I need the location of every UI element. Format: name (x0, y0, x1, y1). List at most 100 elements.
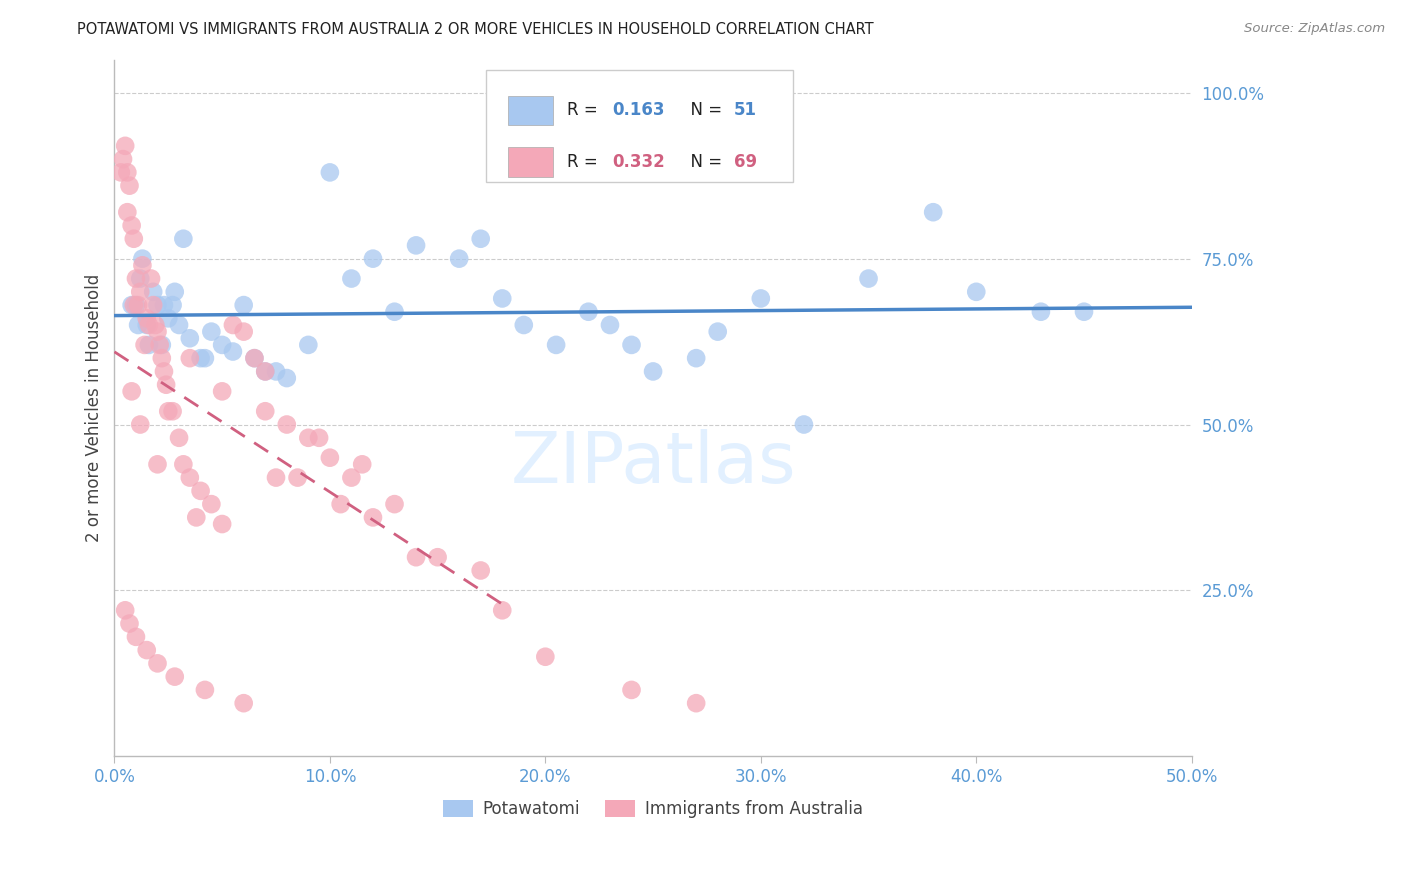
Point (361, 510, 384, 524)
Legend: Potawatomi, Immigrants from Australia: Potawatomi, Immigrants from Australia (436, 793, 870, 824)
Point (222, 344, 245, 359)
Point (685, 351, 707, 366)
Point (194, 351, 217, 366)
Point (361, 252, 384, 266)
Text: 51: 51 (734, 102, 756, 120)
Point (254, 404, 277, 418)
Point (470, 232, 492, 246)
Text: N =: N = (681, 153, 727, 171)
Point (297, 338, 319, 352)
Text: POTAWATOMI VS IMMIGRANTS FROM AUSTRALIA 2 OR MORE VEHICLES IN HOUSEHOLD CORRELAT: POTAWATOMI VS IMMIGRANTS FROM AUSTRALIA … (77, 22, 875, 37)
Point (143, 318, 166, 332)
Point (114, 603, 136, 617)
Point (190, 351, 212, 366)
Point (122, 232, 145, 246)
Point (121, 298, 143, 312)
Point (200, 497, 222, 511)
Point (179, 331, 201, 345)
Point (340, 271, 363, 285)
Point (127, 298, 149, 312)
Point (125, 271, 148, 285)
Point (172, 458, 194, 472)
Text: Source: ZipAtlas.com: Source: ZipAtlas.com (1244, 22, 1385, 36)
Point (110, 165, 132, 179)
Point (297, 431, 319, 445)
Point (121, 384, 143, 399)
Point (232, 298, 254, 312)
Point (135, 643, 157, 657)
Point (211, 338, 233, 352)
FancyBboxPatch shape (486, 70, 793, 181)
Point (153, 364, 176, 378)
Point (858, 271, 880, 285)
Point (449, 252, 471, 266)
Point (470, 564, 492, 578)
Point (384, 304, 406, 318)
Point (749, 292, 772, 306)
Point (319, 165, 342, 179)
Point (167, 318, 190, 332)
Point (308, 431, 330, 445)
Point (162, 404, 184, 418)
Point (127, 318, 149, 332)
Point (129, 271, 152, 285)
Text: R =: R = (567, 153, 603, 171)
Text: R =: R = (567, 102, 603, 120)
Point (254, 364, 277, 378)
Point (491, 603, 513, 617)
Point (1029, 304, 1052, 318)
Point (426, 550, 449, 565)
Point (287, 470, 309, 484)
Point (264, 470, 287, 484)
Point (153, 298, 176, 312)
Point (163, 670, 186, 684)
Text: 69: 69 (734, 153, 756, 171)
Point (162, 298, 184, 312)
Point (491, 292, 513, 306)
Text: 0.332: 0.332 (612, 153, 665, 171)
Point (243, 351, 266, 366)
Point (142, 285, 165, 299)
FancyBboxPatch shape (508, 95, 553, 125)
Point (129, 417, 152, 432)
Point (114, 139, 136, 153)
Point (172, 232, 194, 246)
Point (131, 252, 153, 266)
Point (384, 497, 406, 511)
Point (157, 404, 180, 418)
Point (150, 338, 173, 352)
Point (276, 371, 298, 385)
Point (352, 458, 374, 472)
Point (146, 458, 169, 472)
Point (146, 325, 169, 339)
Point (513, 318, 536, 332)
Point (620, 682, 643, 697)
Point (319, 450, 342, 465)
Point (146, 298, 169, 312)
Point (138, 318, 160, 332)
Point (232, 696, 254, 710)
Point (163, 285, 186, 299)
Point (340, 470, 363, 484)
Point (117, 205, 139, 219)
Point (149, 338, 172, 352)
Point (190, 483, 212, 498)
Point (179, 351, 201, 366)
Point (157, 311, 180, 326)
FancyBboxPatch shape (508, 147, 553, 177)
Point (1073, 304, 1095, 318)
Point (329, 497, 352, 511)
Point (405, 550, 427, 565)
Point (118, 616, 141, 631)
Point (546, 338, 568, 352)
Text: N =: N = (681, 102, 727, 120)
Point (620, 338, 643, 352)
Point (243, 351, 266, 366)
Point (186, 510, 208, 524)
Point (138, 338, 160, 352)
Point (194, 682, 217, 697)
Point (167, 431, 190, 445)
Point (200, 325, 222, 339)
Point (135, 318, 157, 332)
Point (125, 630, 148, 644)
